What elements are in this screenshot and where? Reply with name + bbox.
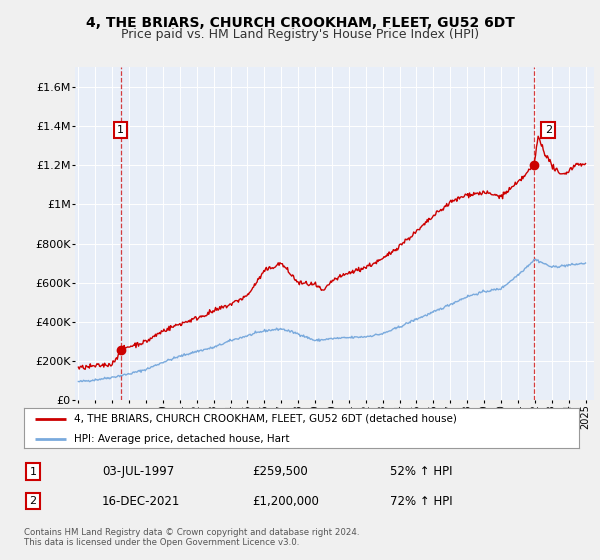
Text: 16-DEC-2021: 16-DEC-2021 <box>102 494 181 508</box>
Text: 2: 2 <box>29 496 37 506</box>
Text: Price paid vs. HM Land Registry's House Price Index (HPI): Price paid vs. HM Land Registry's House … <box>121 28 479 41</box>
Text: £259,500: £259,500 <box>252 465 308 478</box>
Text: 1: 1 <box>117 125 124 135</box>
Text: 72% ↑ HPI: 72% ↑ HPI <box>390 494 452 508</box>
Text: £1,200,000: £1,200,000 <box>252 494 319 508</box>
Text: 1: 1 <box>29 466 37 477</box>
Text: HPI: Average price, detached house, Hart: HPI: Average price, detached house, Hart <box>74 434 289 444</box>
Text: 03-JUL-1997: 03-JUL-1997 <box>102 465 174 478</box>
Text: 4, THE BRIARS, CHURCH CROOKHAM, FLEET, GU52 6DT (detached house): 4, THE BRIARS, CHURCH CROOKHAM, FLEET, G… <box>74 414 457 424</box>
Text: 2: 2 <box>545 125 552 135</box>
Text: 52% ↑ HPI: 52% ↑ HPI <box>390 465 452 478</box>
Text: Contains HM Land Registry data © Crown copyright and database right 2024.
This d: Contains HM Land Registry data © Crown c… <box>24 528 359 547</box>
Text: 4, THE BRIARS, CHURCH CROOKHAM, FLEET, GU52 6DT: 4, THE BRIARS, CHURCH CROOKHAM, FLEET, G… <box>86 16 514 30</box>
